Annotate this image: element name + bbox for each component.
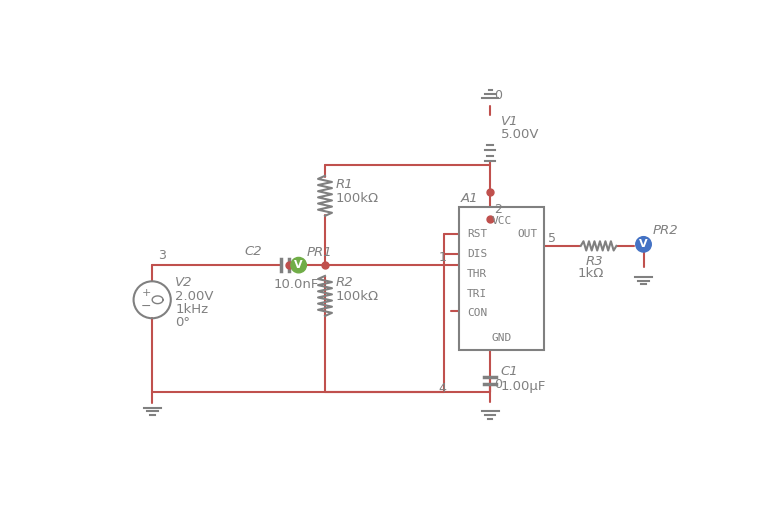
Text: 2: 2 xyxy=(494,203,502,216)
Text: 1kHz: 1kHz xyxy=(176,303,208,316)
Text: 5: 5 xyxy=(548,232,556,245)
Text: −: − xyxy=(141,300,151,313)
Text: VCC: VCC xyxy=(492,216,512,226)
Text: 5.00V: 5.00V xyxy=(501,128,540,140)
Text: R2: R2 xyxy=(336,275,353,289)
Text: V1: V1 xyxy=(501,115,518,128)
Text: 0: 0 xyxy=(494,378,502,391)
Text: 3: 3 xyxy=(158,249,167,263)
Circle shape xyxy=(291,258,306,273)
Text: RST: RST xyxy=(466,230,487,239)
Text: 0°: 0° xyxy=(176,317,190,329)
Text: 1kΩ: 1kΩ xyxy=(577,267,604,280)
Circle shape xyxy=(636,237,651,252)
Text: GND: GND xyxy=(492,333,512,343)
Text: 2.00V: 2.00V xyxy=(176,290,214,303)
Text: A1: A1 xyxy=(460,192,478,205)
Text: 10.0nF: 10.0nF xyxy=(274,278,319,291)
Text: V: V xyxy=(295,260,303,270)
Text: PR1: PR1 xyxy=(306,246,332,259)
Text: 1.00μF: 1.00μF xyxy=(501,380,547,393)
Text: R1: R1 xyxy=(336,178,353,191)
Text: DIS: DIS xyxy=(466,248,487,259)
Text: 1: 1 xyxy=(439,251,446,264)
Text: 100kΩ: 100kΩ xyxy=(336,192,379,206)
Text: C1: C1 xyxy=(501,365,519,378)
Text: +: + xyxy=(141,288,150,298)
Text: THR: THR xyxy=(466,269,487,279)
Text: C2: C2 xyxy=(245,245,262,258)
Text: PR2: PR2 xyxy=(653,224,678,237)
Text: R3: R3 xyxy=(586,255,604,268)
Text: OUT: OUT xyxy=(518,230,538,239)
Text: 4: 4 xyxy=(439,382,446,395)
Text: V: V xyxy=(639,239,648,249)
Text: 100kΩ: 100kΩ xyxy=(336,290,379,303)
Bar xyxy=(459,207,544,350)
Text: 0: 0 xyxy=(494,89,502,102)
Text: CON: CON xyxy=(466,308,487,318)
Text: V2: V2 xyxy=(176,276,193,289)
Text: TRI: TRI xyxy=(466,289,487,299)
